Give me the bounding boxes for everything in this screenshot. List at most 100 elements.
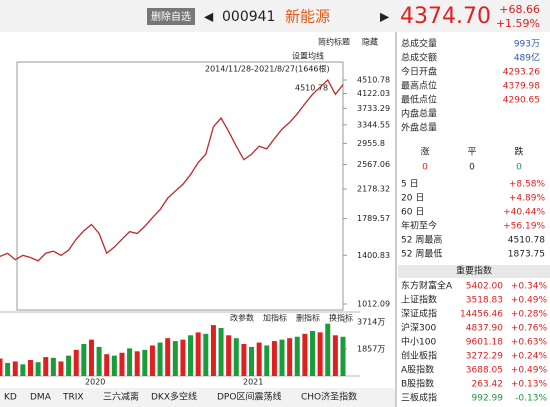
volume-bar [188, 335, 194, 376]
tool[interactable]: 删指标 [296, 313, 320, 323]
y-tick-label: 1857万 [357, 345, 385, 354]
tab[interactable]: 三六减离 [103, 391, 139, 403]
perf-label: 年初至今 [401, 220, 437, 232]
index-name[interactable]: 东方财富全A [401, 280, 453, 292]
tab[interactable]: KD [4, 393, 17, 403]
updown-value: 0 [516, 163, 522, 173]
volume-bar [210, 325, 216, 376]
index-name[interactable]: 三板成指 [401, 392, 437, 404]
volume-bar [119, 352, 125, 376]
button[interactable]: 删除自选 [151, 10, 191, 23]
volume-bar [203, 333, 209, 376]
panel-divider [395, 32, 397, 407]
stat-value: 4290.65 [503, 96, 540, 106]
index-value: 992.99 [472, 394, 504, 404]
y-tick-label: 1789.57 [357, 214, 390, 223]
volume-bar [264, 345, 270, 376]
y-tick-label: 1400.83 [357, 251, 390, 260]
volume-bar [218, 328, 224, 376]
y-tick-label: 3714万 [357, 318, 385, 327]
volume-bar [81, 344, 87, 376]
index-name[interactable]: B股指数 [401, 378, 434, 390]
x-label: 2020 [85, 378, 105, 387]
index-value: 9601.18 [466, 338, 503, 348]
volume-bar [111, 355, 117, 376]
stat-value: 4379.98 [503, 82, 540, 92]
y-tick-label: 2178.32 [357, 185, 390, 194]
pct: +1.59% [496, 17, 540, 30]
tool[interactable]: 加指标 [263, 313, 287, 323]
tab[interactable]: DMA [30, 393, 52, 403]
volume-bar [302, 333, 308, 376]
updown-label: 跌 [514, 147, 523, 158]
index-pct: +0.76% [511, 324, 548, 334]
perf-value: +40.44% [503, 208, 545, 218]
volume-bar [241, 344, 247, 376]
updown-value: 0 [422, 163, 428, 173]
stat-label: 总成交额 [401, 52, 437, 64]
volume-bar [104, 354, 110, 376]
perf-label: 52 周最低 [401, 248, 442, 260]
volume-bar [294, 336, 300, 376]
index-name[interactable]: A股指数 [401, 364, 434, 376]
y-tick-label: 3733.29 [357, 104, 390, 113]
index-name[interactable]: 上证指数 [401, 294, 437, 306]
volume-bar [249, 346, 255, 376]
perf-value: +8.58% [509, 180, 546, 190]
tab[interactable]: DPO区间震荡线 [217, 391, 281, 403]
index-head-bg [398, 265, 550, 278]
index-pct: +0.28% [511, 310, 548, 320]
perf-label: 52 周最高 [401, 234, 442, 246]
index-name[interactable]: 深证成指 [401, 308, 437, 320]
volume-bar [172, 341, 178, 376]
index-name[interactable]: 中小100 [401, 336, 436, 348]
tool[interactable]: 换指标 [329, 313, 353, 323]
tab[interactable]: TRIX [62, 393, 84, 403]
button-bg[interactable] [147, 8, 195, 25]
tool[interactable]: 改参数 [230, 313, 254, 323]
ma[interactable]: 设置均线 [292, 51, 324, 61]
price-line [0, 78, 344, 262]
index-pct: +0.13% [511, 380, 548, 390]
simple[interactable]: 简约标题 [318, 37, 350, 47]
index-value: 5402.00 [466, 282, 503, 292]
index-pct: +0.34% [511, 282, 548, 292]
index-title: 重要指数 [456, 265, 492, 277]
volume-bar [317, 332, 323, 376]
y-tick-label: 2567.06 [357, 160, 390, 169]
volume-bar [50, 357, 56, 376]
volume-bar [310, 330, 316, 376]
volume-bar [195, 332, 201, 376]
volume-bar [88, 339, 94, 376]
volume-bar [66, 355, 72, 376]
stat-label: 外盘总量 [401, 122, 437, 134]
perf-label: 5 日 [401, 179, 419, 190]
volume-bar [287, 338, 293, 376]
volume-bar [233, 338, 239, 376]
index-name[interactable]: 创业板指 [401, 350, 437, 362]
tab[interactable]: DKX多空线 [151, 391, 197, 403]
perf-value: 4510.78 [508, 236, 545, 246]
y-tick-label: 1012.09 [357, 300, 390, 309]
tab-bar [0, 388, 396, 407]
index-value: 14456.46 [460, 310, 503, 320]
volume-bar [0, 358, 3, 376]
stat-label: 今日开盘 [401, 66, 437, 78]
next[interactable]: ▶ [380, 10, 390, 24]
volume-bar [27, 360, 33, 376]
volume-bar [157, 342, 163, 376]
volume-bar [279, 339, 285, 376]
index-name[interactable]: 沪深300 [401, 322, 436, 334]
y-tick-label: 4122.03 [357, 89, 390, 98]
prev[interactable]: ◀ [204, 10, 214, 24]
updown-value: 0 [469, 163, 475, 173]
tab[interactable]: CHO济圣指数 [301, 391, 357, 403]
y-tick-label: 2955.8 [357, 139, 385, 148]
volume-bar [180, 339, 186, 376]
index-value: 4837.90 [466, 324, 503, 334]
volume-bar [340, 336, 346, 376]
stat-value: 489亿 [514, 52, 540, 64]
hide[interactable]: 隐藏 [362, 37, 378, 47]
stat-value: 4293.26 [503, 68, 540, 78]
stat-label: 最高点位 [401, 80, 437, 92]
